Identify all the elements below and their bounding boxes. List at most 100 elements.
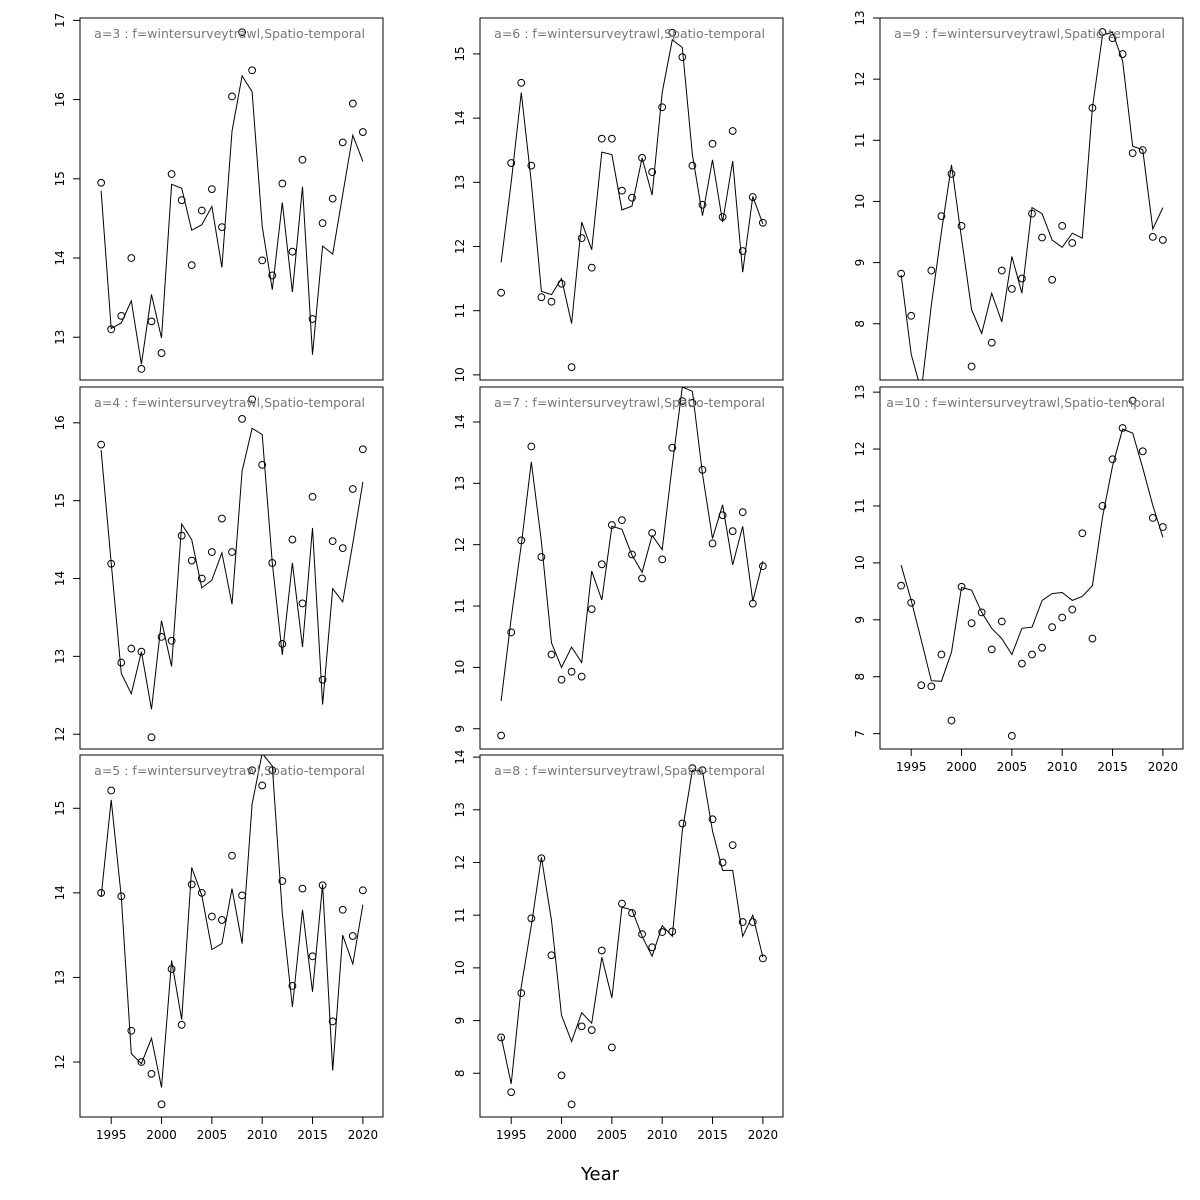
data-point — [348, 99, 357, 108]
data-point — [497, 731, 506, 740]
data-point — [977, 608, 986, 617]
y-tick-label: 12 — [53, 1054, 67, 1069]
y-tick-label: 12 — [453, 537, 467, 552]
fitted-line — [100, 74, 364, 365]
data-point — [987, 338, 996, 347]
y-tick-label: 13 — [53, 330, 67, 345]
data-point — [238, 28, 246, 37]
x-tick-label: 2015 — [697, 1128, 728, 1142]
data-point — [318, 219, 327, 228]
data-point — [278, 640, 287, 648]
data-point — [298, 884, 307, 893]
data-point — [587, 605, 596, 614]
data-point — [708, 139, 717, 148]
x-tick-label: 1995 — [896, 760, 927, 774]
panel-frame — [79, 754, 384, 1118]
plot-area — [97, 395, 367, 742]
data-point — [338, 138, 347, 147]
data-point — [1128, 396, 1137, 405]
data-point — [658, 555, 667, 564]
data-point — [358, 886, 367, 895]
data-point — [537, 553, 546, 561]
data-point — [607, 134, 616, 143]
data-point — [177, 196, 186, 205]
data-point — [1088, 634, 1097, 643]
data-point — [917, 681, 926, 690]
data-point — [668, 28, 677, 37]
data-point — [338, 905, 347, 914]
panel: a=3 : f=wintersurveytrawl,Spatio-tempora… — [53, 13, 384, 381]
y-tick-label: 13 — [53, 970, 67, 985]
data-point — [628, 193, 636, 202]
panel-frame — [479, 754, 784, 1118]
y-tick-label: 11 — [853, 498, 867, 513]
y-tick-label: 10 — [853, 194, 867, 209]
y-tick-label: 7 — [853, 730, 867, 738]
data-point — [527, 442, 536, 451]
y-tick-label: 10 — [453, 660, 467, 675]
y-tick-label: 15 — [53, 171, 67, 186]
data-point — [137, 1058, 146, 1066]
y-tick-label: 15 — [453, 46, 467, 61]
data-point — [987, 645, 996, 654]
data-point — [1028, 650, 1036, 659]
data-point — [927, 682, 936, 691]
data-point — [288, 982, 297, 990]
data-point — [207, 185, 216, 193]
data-point — [137, 365, 146, 373]
data-point — [258, 256, 267, 265]
data-point — [1128, 149, 1137, 158]
data-point — [497, 288, 506, 297]
data-point — [177, 531, 186, 540]
data-point — [1038, 643, 1046, 652]
y-tick-label: 13 — [853, 384, 867, 399]
data-point — [997, 617, 1006, 626]
panel: a=5 : f=wintersurveytrawl,Spatio-tempora… — [53, 754, 384, 1142]
data-point — [97, 440, 106, 449]
plot-area — [97, 755, 367, 1109]
data-point — [618, 516, 626, 525]
data-point — [157, 349, 166, 357]
data-point — [187, 880, 196, 889]
data-point — [308, 492, 317, 501]
data-point — [597, 134, 606, 143]
y-tick-label: 14 — [453, 414, 467, 429]
data-point — [147, 733, 156, 742]
data-point — [157, 1100, 166, 1109]
data-point — [187, 261, 196, 270]
data-point — [1068, 239, 1077, 247]
data-point — [537, 854, 546, 863]
y-tick-label: 12 — [453, 855, 467, 870]
data-point — [577, 672, 586, 681]
y-tick-label: 17 — [53, 13, 67, 28]
y-tick-label: 15 — [53, 493, 67, 508]
panel-title: a=10 : f=wintersurveytrawl,Spatio-tempor… — [886, 395, 1165, 410]
data-point — [967, 362, 976, 371]
data-point — [228, 548, 236, 556]
data-point — [127, 644, 136, 653]
data-point — [1118, 424, 1127, 432]
x-tick-label: 2010 — [1047, 760, 1078, 774]
data-point — [117, 658, 126, 667]
data-point — [718, 858, 727, 867]
plot-area — [497, 764, 767, 1109]
data-point — [497, 1033, 506, 1042]
data-point — [248, 395, 257, 404]
data-point — [507, 159, 516, 167]
panel: a=7 : f=wintersurveytrawl,Spatio-tempora… — [453, 386, 784, 750]
data-point — [927, 266, 936, 275]
data-point — [358, 128, 367, 136]
y-tick-label: 15 — [53, 801, 67, 816]
panel-title: a=9 : f=wintersurveytrawl,Spatio-tempora… — [894, 26, 1165, 41]
plot-area — [897, 28, 1167, 380]
data-point — [258, 781, 267, 790]
data-point — [557, 675, 566, 684]
x-tick-label: 1995 — [96, 1128, 127, 1142]
data-point — [197, 574, 206, 583]
panel-frame — [79, 17, 384, 381]
x-tick-label: 2020 — [748, 1128, 779, 1142]
panel-frame — [879, 386, 1184, 750]
data-point — [688, 399, 697, 407]
data-point — [1148, 233, 1157, 241]
